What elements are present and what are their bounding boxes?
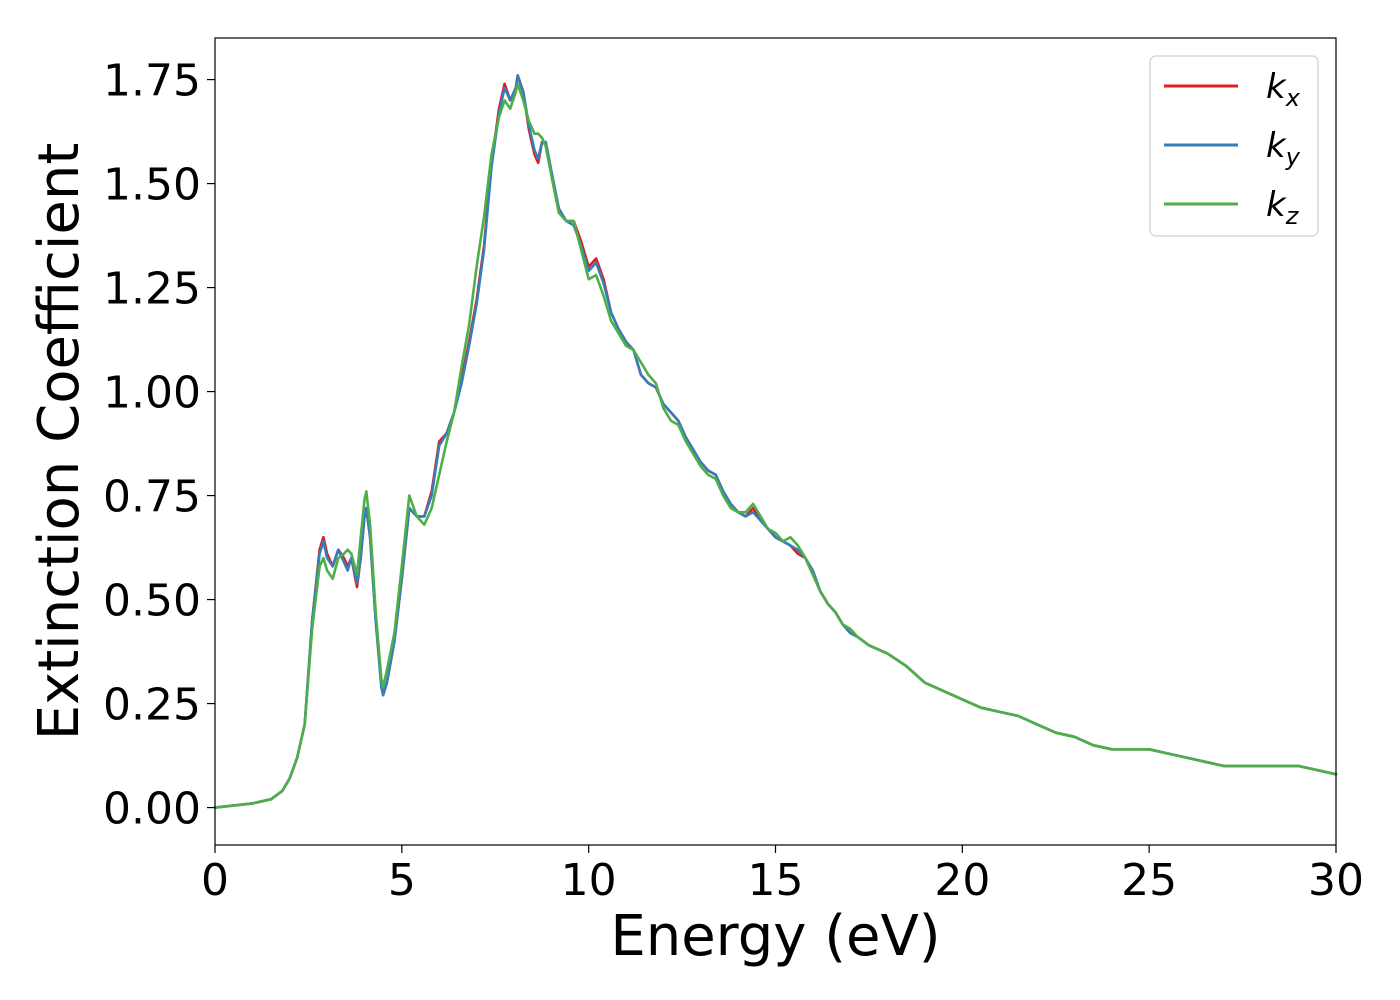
legend-label-subscript: z bbox=[1285, 202, 1300, 230]
series-line-k-z bbox=[213, 82, 1338, 809]
y-tick-label: 1.25 bbox=[103, 264, 201, 315]
x-tick-label: 25 bbox=[1121, 855, 1177, 906]
y-axis-ticks: 0.00 0.25 0.50 0.75 1.00 1.25 1.50 1.75 bbox=[103, 56, 215, 835]
series-group bbox=[213, 74, 1338, 809]
legend-label-main: k bbox=[1266, 126, 1287, 166]
x-axis-title: Energy (eV) bbox=[610, 904, 940, 969]
y-tick-label: 0.00 bbox=[103, 784, 201, 835]
plot-background bbox=[215, 38, 1336, 845]
legend-label-subscript: x bbox=[1285, 84, 1301, 112]
legend-label-main: k bbox=[1266, 67, 1287, 107]
x-tick-label: 5 bbox=[388, 855, 416, 906]
x-tick-label: 10 bbox=[561, 855, 617, 906]
legend-label-k-z: kz bbox=[1266, 185, 1300, 230]
x-tick-label: 0 bbox=[201, 855, 229, 906]
legend-label-subscript: y bbox=[1285, 143, 1301, 171]
x-tick-label: 30 bbox=[1308, 855, 1364, 906]
y-tick-label: 0.25 bbox=[103, 680, 201, 731]
y-tick-label: 1.50 bbox=[103, 160, 201, 211]
legend-label-main: k bbox=[1266, 185, 1287, 225]
legend-label-k-x: kx bbox=[1266, 67, 1301, 112]
y-tick-label: 1.00 bbox=[103, 368, 201, 419]
y-tick-label: 0.50 bbox=[103, 576, 201, 627]
legend-label-k-y: ky bbox=[1266, 126, 1301, 171]
x-tick-label: 20 bbox=[934, 855, 990, 906]
plot-area bbox=[213, 37, 1338, 846]
y-axis-title: Extinction Coefficient bbox=[27, 143, 92, 741]
y-tick-label: 1.75 bbox=[103, 56, 201, 107]
x-tick-label: 15 bbox=[748, 855, 804, 906]
y-tick-label: 0.75 bbox=[103, 472, 201, 523]
x-axis-ticks: 0 5 10 15 20 25 30 bbox=[201, 845, 1364, 906]
